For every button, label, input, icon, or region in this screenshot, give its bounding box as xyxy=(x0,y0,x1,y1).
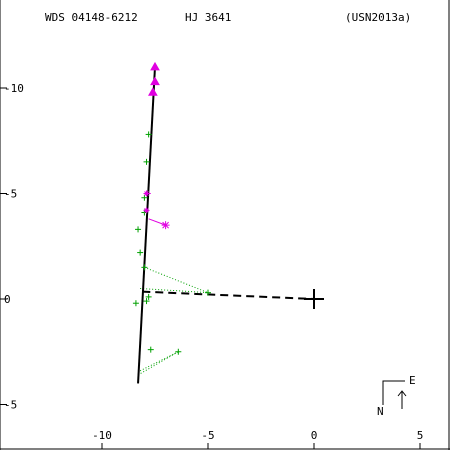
magenta-triangle-point xyxy=(150,76,160,86)
green-residual-line xyxy=(137,351,179,376)
green-observation xyxy=(143,298,150,305)
y-tick-label: 0 xyxy=(4,293,11,306)
discoverer-label: HJ 3641 xyxy=(185,11,231,24)
node-line xyxy=(142,290,315,300)
green-observation xyxy=(145,293,152,300)
x-b xyxy=(144,191,149,196)
green-observation xyxy=(143,158,150,165)
green-observation xyxy=(141,194,148,201)
magenta-residual-line xyxy=(148,218,166,226)
green-observation xyxy=(135,226,142,233)
green-observation xyxy=(141,264,148,271)
green-residual-line xyxy=(144,266,209,294)
x-tick-label: 0 xyxy=(311,429,318,442)
y-tick-label: -10 xyxy=(4,82,24,95)
x-tick-label: -10 xyxy=(92,429,112,442)
orbit-layer xyxy=(137,66,324,384)
compass-corner xyxy=(382,380,405,405)
green-observation xyxy=(205,289,211,296)
x-b xyxy=(144,208,149,213)
green-observation xyxy=(175,348,182,355)
magenta-triangle-point xyxy=(150,61,160,71)
residual-lines xyxy=(137,66,209,376)
compass: E N xyxy=(377,374,416,418)
magenta-star-point xyxy=(161,221,170,230)
green-observation xyxy=(147,346,154,353)
catalog-ref-label: (USN2013a) xyxy=(345,11,411,24)
star-d2 xyxy=(162,221,169,229)
y-tick-label: -5 xyxy=(4,399,17,412)
axis-ticks: -10 -5 0 5 -10 -5 0 -5 xyxy=(0,82,423,449)
magenta-observation xyxy=(143,207,150,214)
compass-arrowhead-icon xyxy=(397,390,407,397)
orbit-line xyxy=(137,66,156,384)
magenta-observation xyxy=(143,190,150,197)
green-residual-line xyxy=(139,351,179,372)
magenta-triangle-point xyxy=(148,87,158,96)
x-tick-label: 5 xyxy=(417,429,424,442)
compass-north-label: N xyxy=(377,405,384,418)
compass-east-label: E xyxy=(409,374,416,387)
green-observation xyxy=(137,249,144,256)
green-observation xyxy=(145,131,152,138)
y-tick-label: -5 xyxy=(4,188,17,201)
green-residual-line xyxy=(140,287,209,294)
observation-points xyxy=(132,61,211,355)
wds-id-label: WDS 04148-6212 xyxy=(45,11,138,24)
x-tick-label: -5 xyxy=(201,429,214,442)
green-observation xyxy=(132,300,139,307)
